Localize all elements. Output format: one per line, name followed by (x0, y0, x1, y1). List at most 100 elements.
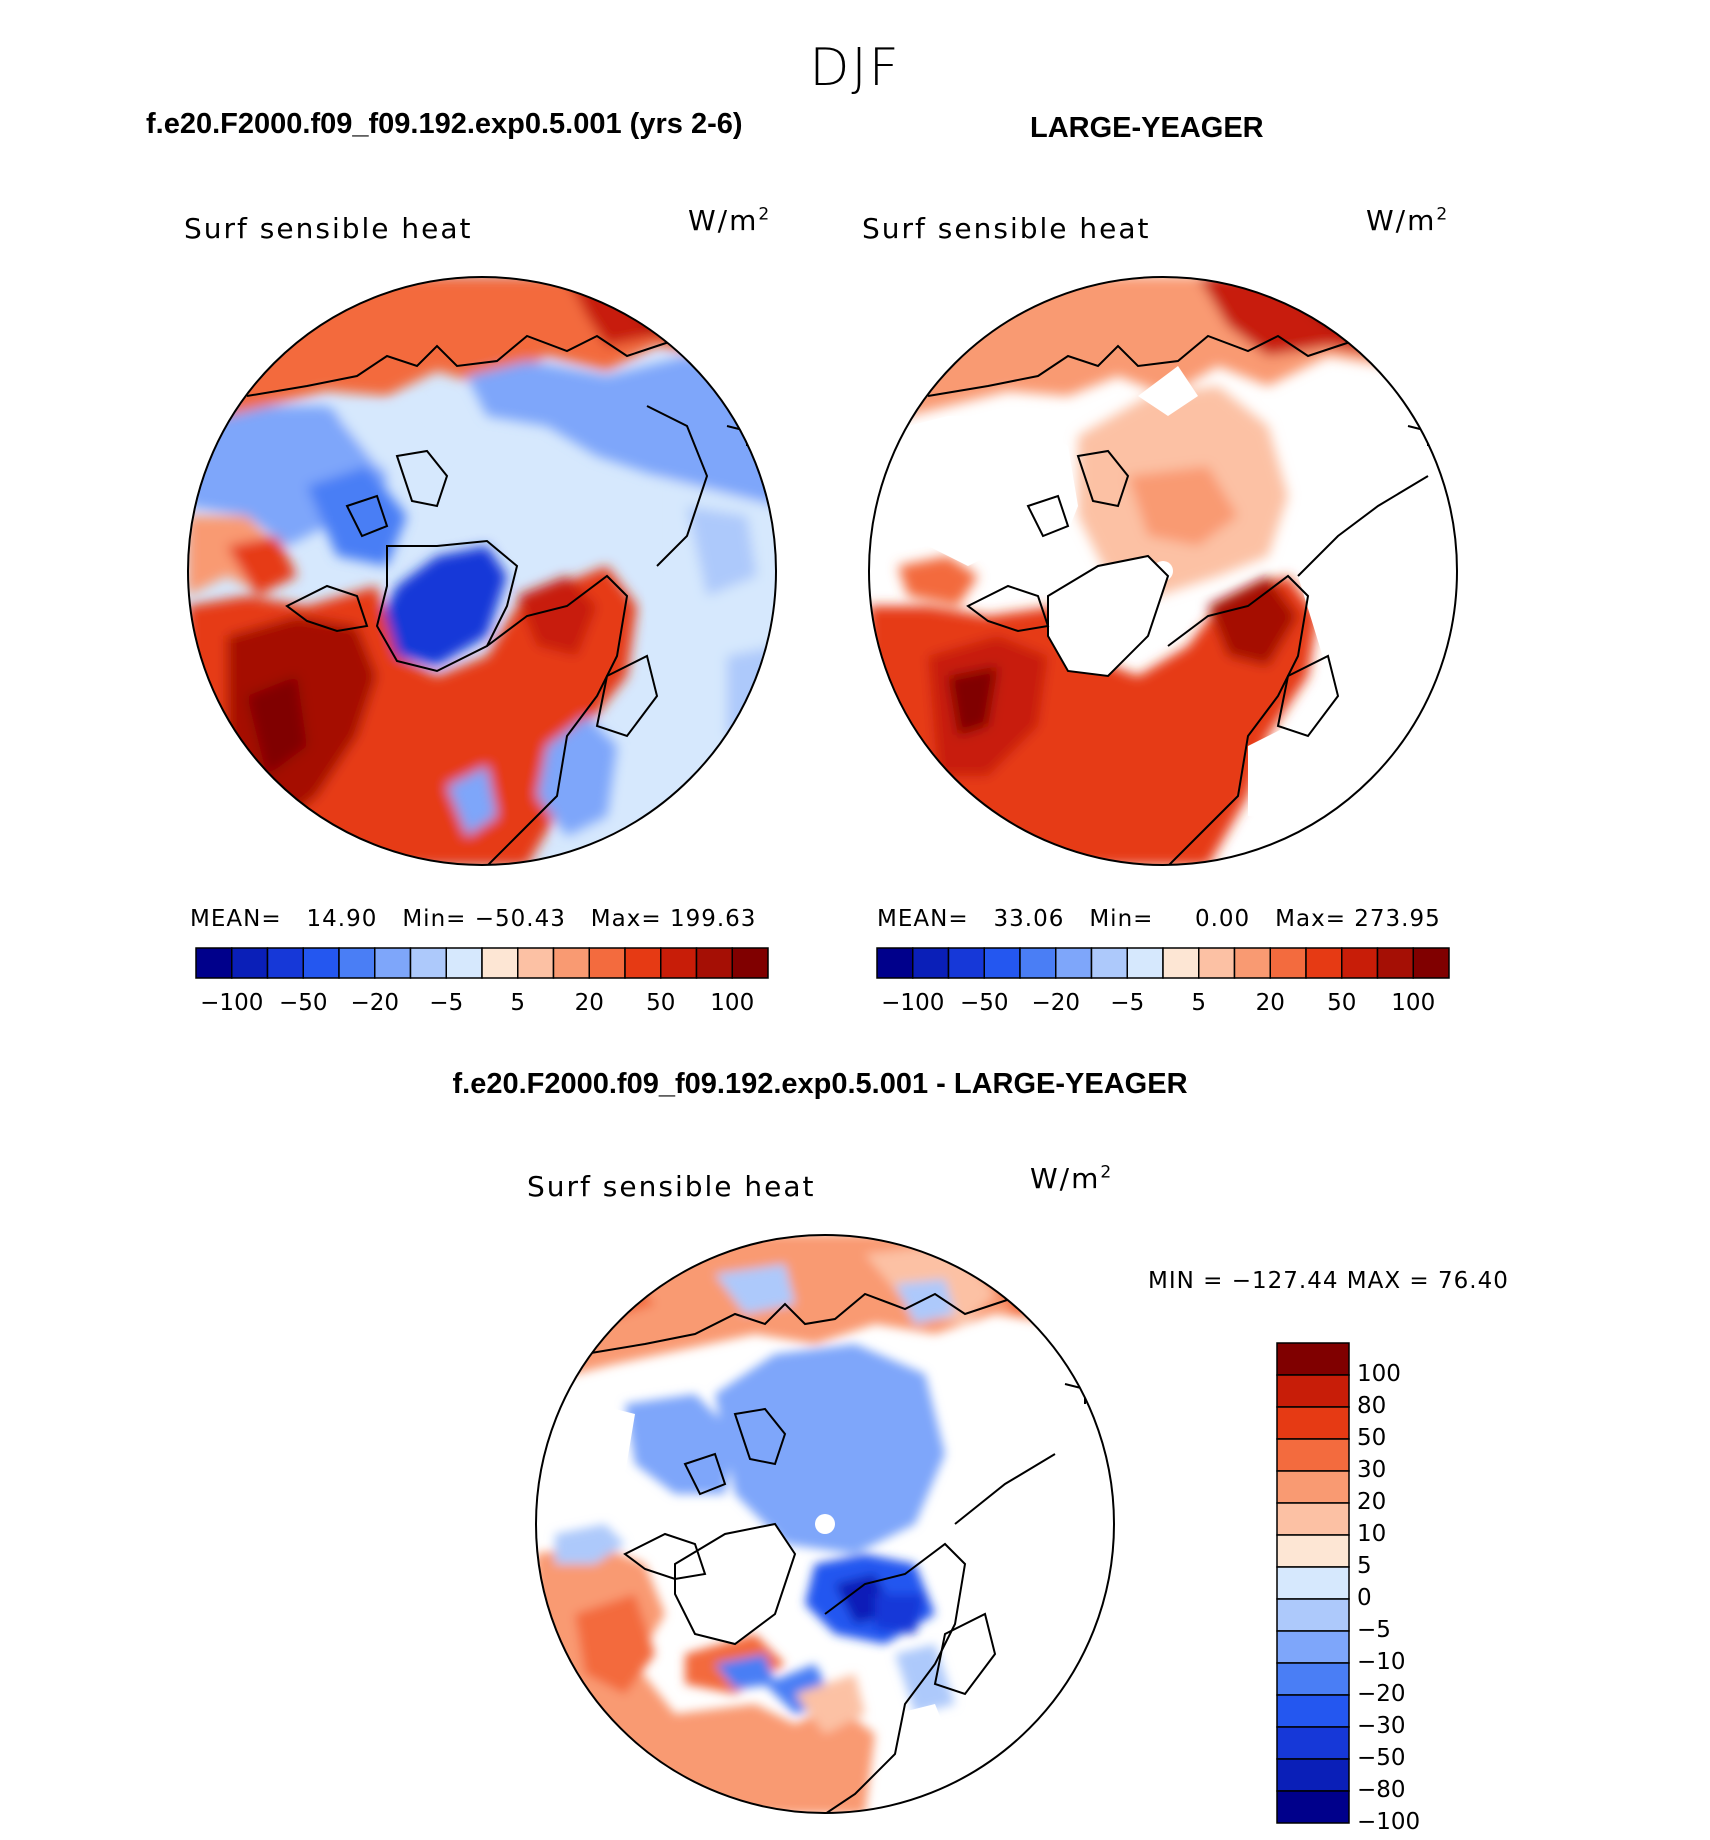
colorbar-swatch (266, 947, 304, 979)
colorbar-tick-label: 30 (1357, 1457, 1387, 1483)
season-title: DJF (809, 38, 901, 98)
colorbar-swatch (1276, 1502, 1350, 1536)
colorbar-tick-label: −100 (1357, 1809, 1421, 1835)
colorbar-tick-label: 50 (1357, 1425, 1387, 1451)
colorbar-swatch (1276, 1662, 1350, 1696)
colorbar-swatch (1269, 947, 1307, 979)
colorbar-swatch (1276, 1406, 1350, 1440)
colorbar-swatch (947, 947, 985, 979)
colorbar-tick-label: −80 (1357, 1777, 1406, 1803)
colorbar-swatch (302, 947, 340, 979)
colorbar-tick-label: −5 (429, 990, 464, 1016)
colorbar-swatch (338, 947, 376, 979)
colorbar-swatch (912, 947, 950, 979)
colorbar-tick-label: −10 (1357, 1649, 1406, 1675)
colorbar-tick-label: 50 (1327, 990, 1357, 1016)
colorbar-tick-label: −30 (1357, 1713, 1406, 1739)
colorbar-swatch (1276, 1598, 1350, 1632)
colorbar-tick-label: 50 (646, 990, 676, 1016)
colorbar-swatch (588, 947, 626, 979)
colorbar-swatch (195, 947, 233, 979)
colorbar-tick-label: 100 (1357, 1361, 1401, 1387)
panel1-stats: MEAN= 14.90 Min= −50.43 Max= 199.63 (190, 906, 757, 932)
panel1-units: W/m2 (688, 204, 772, 237)
colorbar-tick-label: 0 (1357, 1585, 1372, 1611)
colorbar-tick-label: 10 (1357, 1521, 1387, 1547)
colorbar-swatch (445, 947, 483, 979)
panel1-colorbar (195, 947, 769, 979)
colorbar-swatch (517, 947, 555, 979)
colorbar-swatch (374, 947, 412, 979)
colorbar-swatch (983, 947, 1021, 979)
colorbar-tick-label: −100 (200, 990, 264, 1016)
colorbar-swatch (1376, 947, 1414, 979)
map2-field (869, 277, 1457, 865)
colorbar-tick-label: 20 (1255, 990, 1285, 1016)
diff-variable-label: Surf sensible heat (527, 1170, 816, 1203)
colorbar-tick-label: −5 (1110, 990, 1145, 1016)
colorbar-swatch (695, 947, 733, 979)
panel2-units: W/m2 (1366, 204, 1450, 237)
colorbar-swatch (1276, 1726, 1350, 1760)
panel2-stats: MEAN= 33.06 Min= 0.00 Max= 273.95 (877, 906, 1441, 932)
colorbar-swatch (1276, 1470, 1350, 1504)
map-panel1 (187, 276, 777, 866)
colorbar-swatch (1276, 1342, 1350, 1376)
colorbar-swatch (660, 947, 698, 979)
colorbar-swatch (1055, 947, 1093, 979)
colorbar-swatch (552, 947, 590, 979)
colorbar-tick-label: 100 (1391, 990, 1436, 1016)
colorbar-tick-label: −20 (1357, 1681, 1406, 1707)
map1-field (188, 277, 776, 865)
colorbar-swatch (624, 947, 662, 979)
map-panel2 (868, 276, 1458, 866)
colorbar-swatch (1198, 947, 1236, 979)
colorbar-swatch (1090, 947, 1128, 979)
colorbar-swatch (1276, 1438, 1350, 1472)
panel1-title: f.e20.F2000.f09_f09.192.exp0.5.001 (yrs … (146, 108, 743, 140)
panel1-variable-label: Surf sensible heat (184, 212, 473, 245)
panel2-variable-label: Surf sensible heat (862, 212, 1151, 245)
colorbar-swatch (1276, 1694, 1350, 1728)
map1-border (187, 276, 777, 866)
panel2-title: LARGE-YEAGER (1030, 112, 1264, 144)
colorbar-swatch (1276, 1758, 1350, 1792)
colorbar-tick-label: −100 (881, 990, 945, 1016)
colorbar-tick-label: 20 (1357, 1489, 1387, 1515)
colorbar-tick-label: −20 (350, 990, 400, 1016)
colorbar-tick-label: 100 (710, 990, 755, 1016)
panel2-colorbar (876, 947, 1450, 979)
colorbar-tick-label: 80 (1357, 1393, 1387, 1419)
colorbar-tick-label: −50 (959, 990, 1009, 1016)
colorbar-swatch (731, 947, 769, 979)
colorbar-swatch (1276, 1790, 1350, 1824)
colorbar-swatch (1341, 947, 1379, 979)
colorbar-swatch (1019, 947, 1057, 979)
colorbar-swatch (1276, 1374, 1350, 1408)
colorbar-swatch (1162, 947, 1200, 979)
diff-minmax: MIN = −127.44 MAX = 76.40 (1148, 1268, 1509, 1294)
colorbar-swatch (1276, 1534, 1350, 1568)
colorbar-tick-label: −50 (1357, 1745, 1406, 1771)
diff-title: f.e20.F2000.f09_f09.192.exp0.5.001 - LAR… (452, 1068, 1188, 1100)
diff-colorbar (1276, 1342, 1350, 1824)
colorbar-swatch (1276, 1566, 1350, 1600)
colorbar-tick-label: −20 (1031, 990, 1081, 1016)
colorbar-tick-label: −50 (278, 990, 328, 1016)
colorbar-swatch (1305, 947, 1343, 979)
map3-border (535, 1234, 1115, 1814)
colorbar-swatch (1126, 947, 1164, 979)
map2-border (868, 276, 1458, 866)
map-panel3 (535, 1234, 1115, 1814)
colorbar-tick-label: 5 (1191, 990, 1207, 1016)
colorbar-swatch (876, 947, 914, 979)
colorbar-swatch (481, 947, 519, 979)
colorbar-swatch (1412, 947, 1450, 979)
colorbar-swatch (1233, 947, 1271, 979)
map3-coastlines (584, 1292, 1086, 1813)
map3-field (536, 1235, 1114, 1813)
colorbar-swatch (409, 947, 447, 979)
colorbar-swatch (231, 947, 269, 979)
colorbar-tick-label: −5 (1357, 1617, 1391, 1643)
colorbar-swatch (1276, 1630, 1350, 1664)
